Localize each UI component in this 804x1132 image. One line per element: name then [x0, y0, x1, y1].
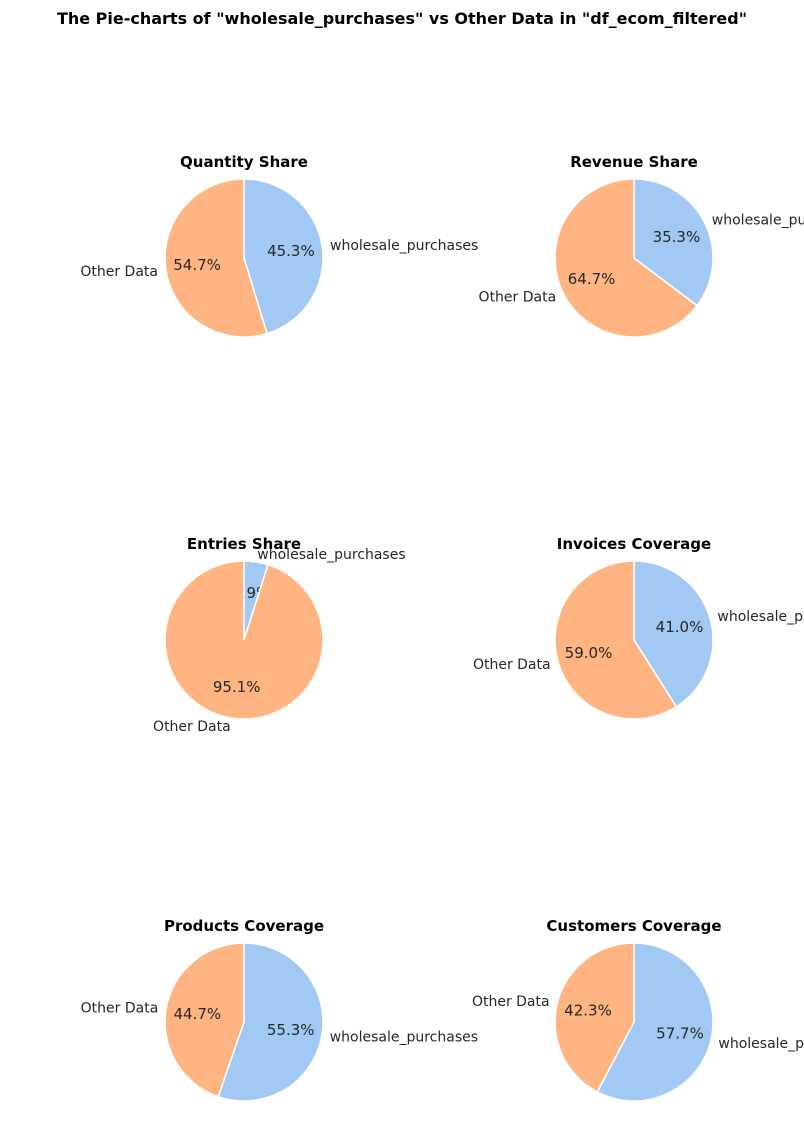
- wholesale-slice: [243, 178, 324, 335]
- slice-percent-label: 44.7%: [173, 1005, 221, 1023]
- slice-category-label: wholesale_purchases: [330, 1029, 478, 1045]
- slice-category-label: Other Data: [479, 290, 557, 306]
- slice-category-label: Other Data: [153, 719, 231, 735]
- other-data-slice: [164, 942, 245, 1098]
- slice-category-label: wholesale_purchases: [718, 1036, 804, 1052]
- slice-percent-label: 59.0%: [565, 644, 613, 662]
- slice-category-label: Other Data: [473, 657, 551, 673]
- slice-category-label: wholesale_purchases: [717, 609, 804, 625]
- wholesale-slice: [596, 942, 714, 1102]
- slice-percent-label: 64.7%: [568, 270, 616, 288]
- slice-category-label: Other Data: [80, 264, 158, 280]
- slice-category-label: wholesale_purchases: [712, 212, 804, 228]
- subplot-title: Customers Coverage: [546, 917, 721, 935]
- subplot-title: Quantity Share: [180, 153, 308, 171]
- subplot-title: Invoices Coverage: [557, 535, 711, 553]
- other-data-slice: [164, 560, 324, 720]
- other-data-slice: [554, 560, 678, 720]
- other-data-slice: [554, 178, 699, 338]
- pie-subplot-6: Customers Coverage 57.7% wholesale_purchas…: [472, 917, 804, 1102]
- pie-subplot-2: Revenue Share 35.3% wholesale_purchases 64.…: [479, 153, 804, 338]
- slice-category-label: wholesale_purchases: [257, 547, 405, 563]
- subplot-title: Revenue Share: [570, 153, 698, 171]
- subplot-title: Products Coverage: [164, 917, 324, 935]
- slice-percent-label: 57.7%: [656, 1024, 704, 1042]
- slice-percent-label: 45.3%: [267, 242, 315, 260]
- pie-subplot-3: Entries Share4.9%wholesale_purchases95.1…: [153, 535, 406, 735]
- slice-percent-label: 42.3%: [564, 1002, 612, 1020]
- pie-subplot-1: Quantity Share 45.3% wholesale_purchases 54…: [80, 153, 478, 338]
- pie-subplot-5: Products Coverage 55.3% wholesale_purchase…: [81, 917, 478, 1102]
- slice-category-label: Other Data: [472, 994, 550, 1010]
- wholesale-slice: [633, 178, 714, 307]
- slice-percent-label: 35.3%: [653, 228, 701, 246]
- slice-category-label: wholesale_purchases: [330, 238, 478, 254]
- other-data-slice: [164, 178, 268, 338]
- figure-title: The Pie-charts of "wholesale_purchases" …: [57, 9, 747, 28]
- slice-percent-label: 95.1%: [213, 678, 261, 696]
- subplot-title: Entries Share: [187, 535, 301, 553]
- slice-category-label: Other Data: [81, 1001, 159, 1017]
- other-data-slice: [554, 942, 635, 1093]
- slice-percent-label: 55.3%: [267, 1021, 315, 1039]
- pie-subplot-4: Invoices Coverage 41.0% wholesale_purchase…: [473, 535, 804, 720]
- slice-percent-label: 41.0%: [656, 618, 704, 636]
- slice-percent-label: 54.7%: [173, 256, 221, 274]
